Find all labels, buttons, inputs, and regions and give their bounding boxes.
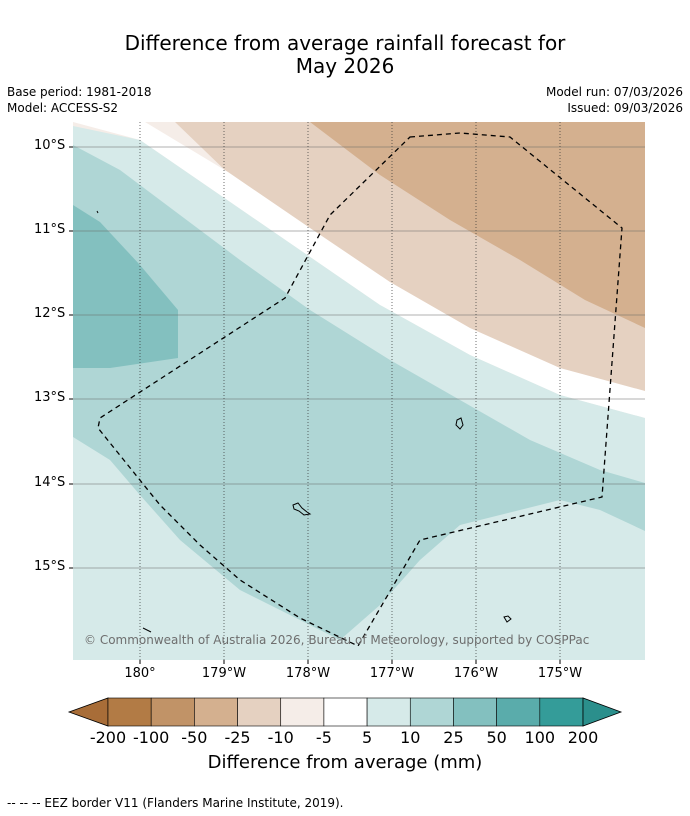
colorbar-tick: 10 (400, 728, 421, 747)
colorbar-extend-high (582, 697, 623, 727)
chart-title-line-1: Difference from average rainfall forecas… (124, 31, 566, 55)
lon-label-176w: 176°W (453, 666, 499, 681)
island-central (455, 417, 464, 430)
lat-label-11s: 11°S (34, 222, 66, 237)
colorbar-swatch (409, 697, 454, 727)
lon-label-179w: 179°W (201, 666, 247, 681)
model-run: Model run: 07/03/2026 (545, 85, 683, 99)
colorbar-extend-low (67, 697, 109, 727)
colorbar-swatch (107, 697, 152, 727)
lat-label-13s: 13°S (34, 390, 66, 405)
colorbar-tick: 25 (443, 728, 464, 747)
lon-label-177w: 177°W (369, 666, 415, 681)
colorbar (67, 697, 623, 727)
colorbar-tick: -100 (133, 728, 170, 747)
eez-legend-note: -- -- -- EEZ border V11 (Flanders Marine… (7, 796, 344, 810)
lon-label-175w: 175°W (537, 666, 583, 681)
colorbar-tick: 5 (361, 728, 373, 747)
map-plot-area (73, 122, 645, 660)
lat-label-12s: 12°S (34, 306, 66, 321)
lat-label-14s: 14°S (34, 475, 66, 490)
colorbar-tick: -10 (267, 728, 294, 747)
meta-right: Model run: 07/03/2026 Issued: 09/03/2026 (546, 84, 683, 116)
axis-ticks (69, 146, 561, 664)
model-name: Model: ACCESS-S2 (7, 101, 119, 115)
eez-border (97, 132, 623, 647)
colorbar-tick: -5 (315, 728, 332, 747)
island-west (292, 502, 312, 516)
band-plus-25 (73, 205, 178, 368)
reef-southwest (142, 627, 152, 633)
colorbar-swatch (366, 697, 411, 727)
copyright-notice: © Commonwealth of Australia 2026, Bureau… (84, 633, 590, 647)
graticule (73, 146, 645, 569)
band-minus-50 (310, 122, 645, 328)
colorbar-tick: 100 (524, 728, 556, 747)
colorbar-swatch (453, 697, 497, 727)
lat-label-15s: 15°S (34, 559, 66, 574)
lon-label-178w: 178°W (285, 666, 331, 681)
band-neutral (73, 122, 645, 418)
colorbar-tick: 200 (567, 728, 599, 747)
colorbar-tick: -50 (181, 728, 208, 747)
base-period: Base period: 1981-2018 (7, 85, 152, 99)
colorbar-swatch (323, 697, 368, 727)
band-plus-10 (73, 145, 645, 640)
meta-left: Base period: 1981-2018 Model: ACCESS-S2 (7, 84, 152, 116)
colorbar-swatch (496, 697, 541, 727)
colorbar-swatch (539, 697, 584, 727)
reef-northwest (96, 210, 99, 214)
colorbar-swatch (194, 697, 238, 727)
colorbar-tick: -25 (224, 728, 251, 747)
colorbar-tick: -200 (89, 728, 127, 747)
chart-title-line-2: May 2026 (295, 54, 395, 78)
colorbar-swatch (150, 697, 195, 727)
lon-label-180: 180° (124, 666, 156, 681)
colorbar-title: Difference from average (mm) (207, 752, 483, 773)
issued-date: Issued: 09/03/2026 (567, 101, 683, 115)
colorbar-swatch (237, 697, 282, 727)
colorbar-tick: 50 (486, 728, 507, 747)
colorbar-swatch (280, 697, 325, 727)
island-south (503, 615, 512, 623)
lat-label-10s: 10°S (34, 138, 66, 153)
